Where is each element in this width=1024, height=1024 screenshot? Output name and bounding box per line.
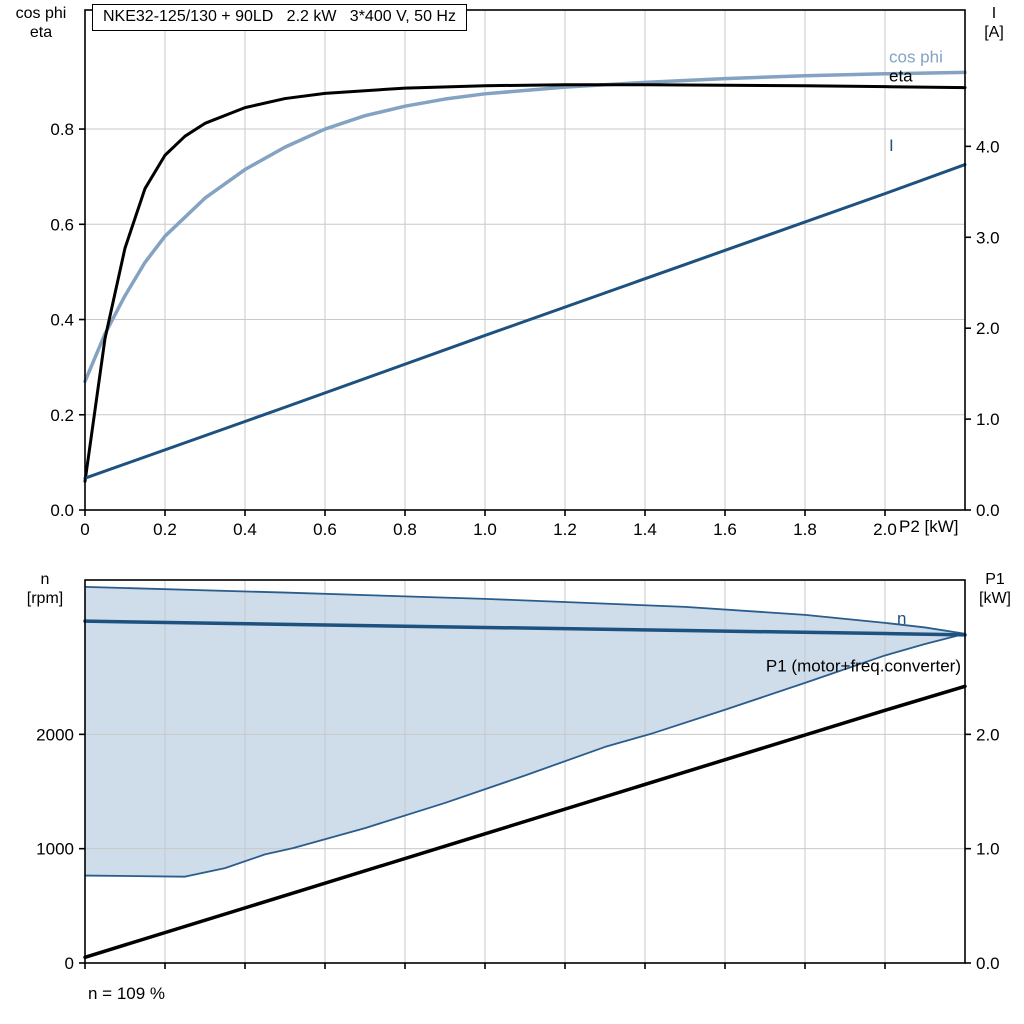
x-tick-label: 0.6 [313,520,337,539]
motor-performance-curves: 0 0.2 0.4 0.6 0.8 1.0 1.2 1.4 1.6 1.8 2.0 0.0 0.2 0.4… [50,9,1000,539]
axis-label-speed: n [40,571,50,588]
speed-control-range [85,586,965,877]
x-tick-label: 1.0 [473,520,497,539]
x-axis-title: P2 [kW] [899,517,959,536]
axis-label-speed-unit: [rpm] [26,590,64,607]
right-tick-label: 1.0 [976,840,1000,859]
left-tick-label: 0.4 [50,311,74,330]
speed-and-input-power: 0 1000 2000 0.0 1.0 2.0 n P1 (motor+freq.conver… [36,579,1000,973]
axis-label-p1: P1 [985,571,1005,588]
axis-label-p1-unit: [kW] [979,590,1011,607]
axis-label-current: I [991,5,997,22]
series-label-p1: P1 (motor+freq.converter) [766,656,961,675]
bottom-right-axis-title: P1 [kW] [968,570,1022,608]
series-label-eta: eta [889,66,913,85]
right-tick-label: 2.0 [976,725,1000,744]
bottom-left-axis-title: n [rpm] [12,570,78,608]
x-tick-label: 2.0 [873,520,897,539]
x-tick-label: 1.8 [793,520,817,539]
axis-label-eta: eta [29,24,53,41]
right-tick-label: 4.0 [976,137,1000,156]
left-tick-label: 2000 [36,725,74,744]
x-tick-label: 1.2 [553,520,577,539]
top-left-axis-title: cos phi eta [6,4,76,42]
left-tick-label: 0 [65,954,74,973]
series-eta [83,83,967,483]
right-tick-label: 1.0 [976,410,1000,429]
series-cos-phi [83,70,967,384]
chart-title-box: NKE32-125/130 + 90LD 2.2 kW 3*400 V, 50 … [92,4,467,31]
speed-control-range-upper-edge [84,585,966,635]
x-tick-label: 0.4 [233,520,257,539]
speed-percentage-note: n = 109 % [88,984,166,1003]
right-tick-label: 3.0 [976,228,1000,247]
series-p1 [83,684,967,960]
series-label-current: I [889,136,894,155]
plot-frame [84,579,966,964]
right-tick-label: 0.0 [976,501,1000,520]
x-tick-label: 0 [80,520,89,539]
series-label-cos-phi: cos phi [889,47,943,66]
series-label-speed: n [897,609,906,628]
x-tick-label: 0.2 [153,520,177,539]
axis-label-current-unit: [A] [984,24,1004,41]
x-tick-label: 1.6 [713,520,737,539]
left-tick-label: 1000 [36,840,74,859]
x-tick-label: 0.8 [393,520,417,539]
axis-label-cos-phi: cos phi [15,5,67,22]
right-tick-label: 0.0 [976,954,1000,973]
left-tick-label: 0.6 [50,215,74,234]
left-tick-label: 0.2 [50,406,74,425]
top-right-axis-title: I [A] [970,4,1018,42]
left-tick-label: 0.0 [50,501,74,520]
right-tick-label: 2.0 [976,319,1000,338]
plot-frame [84,9,966,511]
x-tick-label: 1.4 [633,520,657,539]
left-tick-label: 0.8 [50,120,74,139]
series-current [83,163,967,480]
speed-control-range-lower-edge [84,632,966,878]
series-speed [83,619,967,637]
